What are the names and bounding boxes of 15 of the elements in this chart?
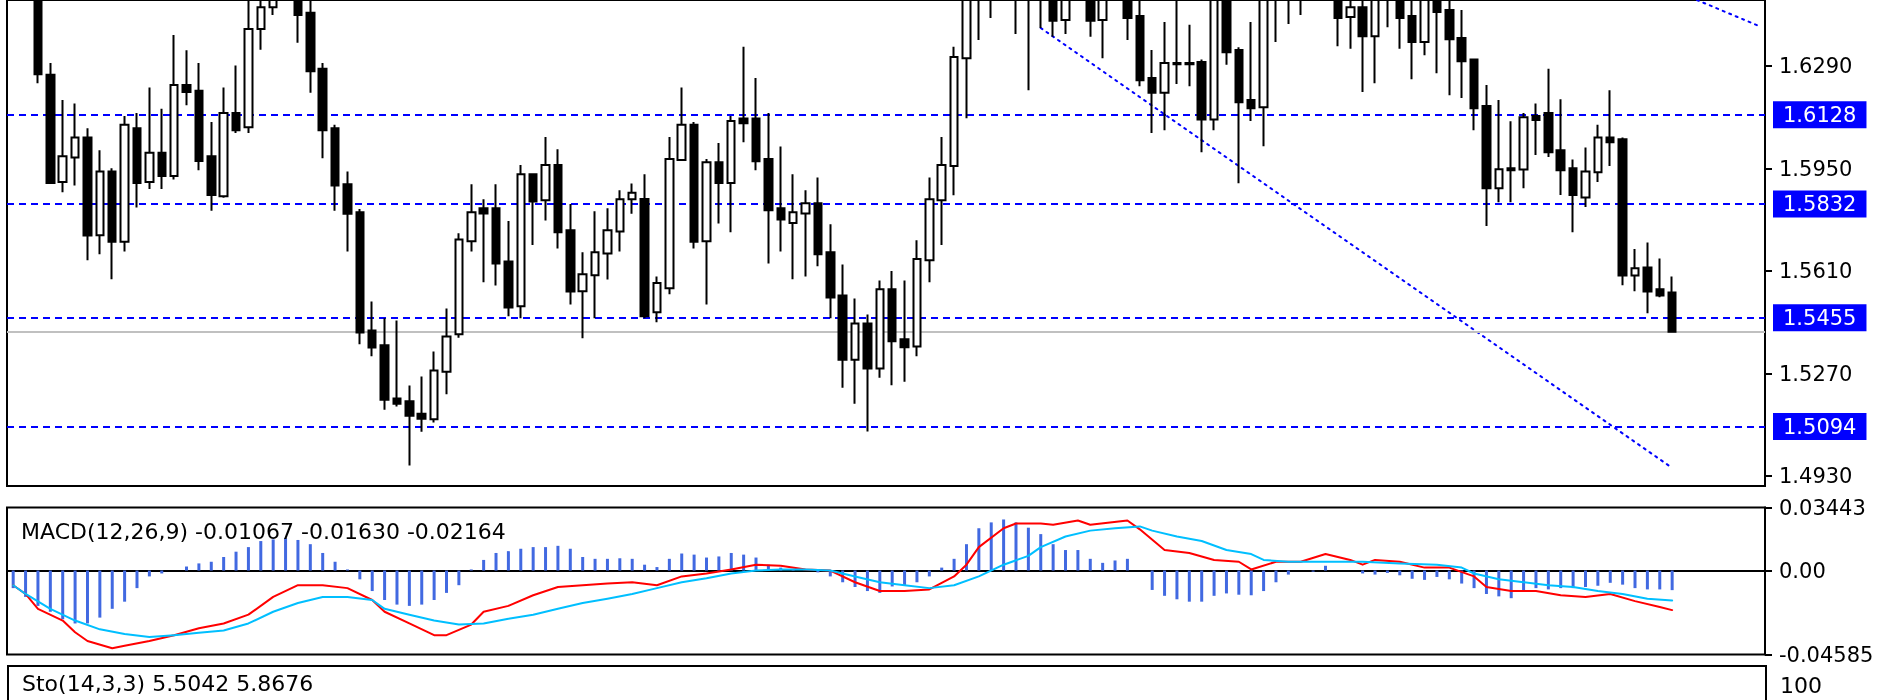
- ref-line-label: 1.5832: [1783, 192, 1857, 217]
- text: Sto(14,3,3) 5.5042 5.8676: [22, 671, 314, 696]
- y-tick-label: 1.4930: [1779, 464, 1853, 489]
- y-tick-label: 1.5950: [1779, 156, 1853, 181]
- ref-line-label: 1.5094: [1783, 414, 1857, 439]
- y-tick-label: 1.5610: [1779, 259, 1853, 284]
- y-tick-label: 1.6290: [1779, 54, 1853, 79]
- ref-line-label: 1.6128: [1783, 102, 1857, 127]
- text: 100: [1780, 673, 1822, 698]
- text: MACD(12,26,9) -0.01067 -0.01630 -0.02164: [21, 518, 506, 544]
- y-tick-label: 0.00: [1779, 558, 1826, 583]
- ref-line-label: 1.5455: [1783, 305, 1857, 330]
- y-tick-label: -0.04585: [1779, 642, 1874, 667]
- y-tick-label: 0.03443: [1779, 495, 1866, 520]
- y-tick-label: 1.5270: [1779, 361, 1853, 386]
